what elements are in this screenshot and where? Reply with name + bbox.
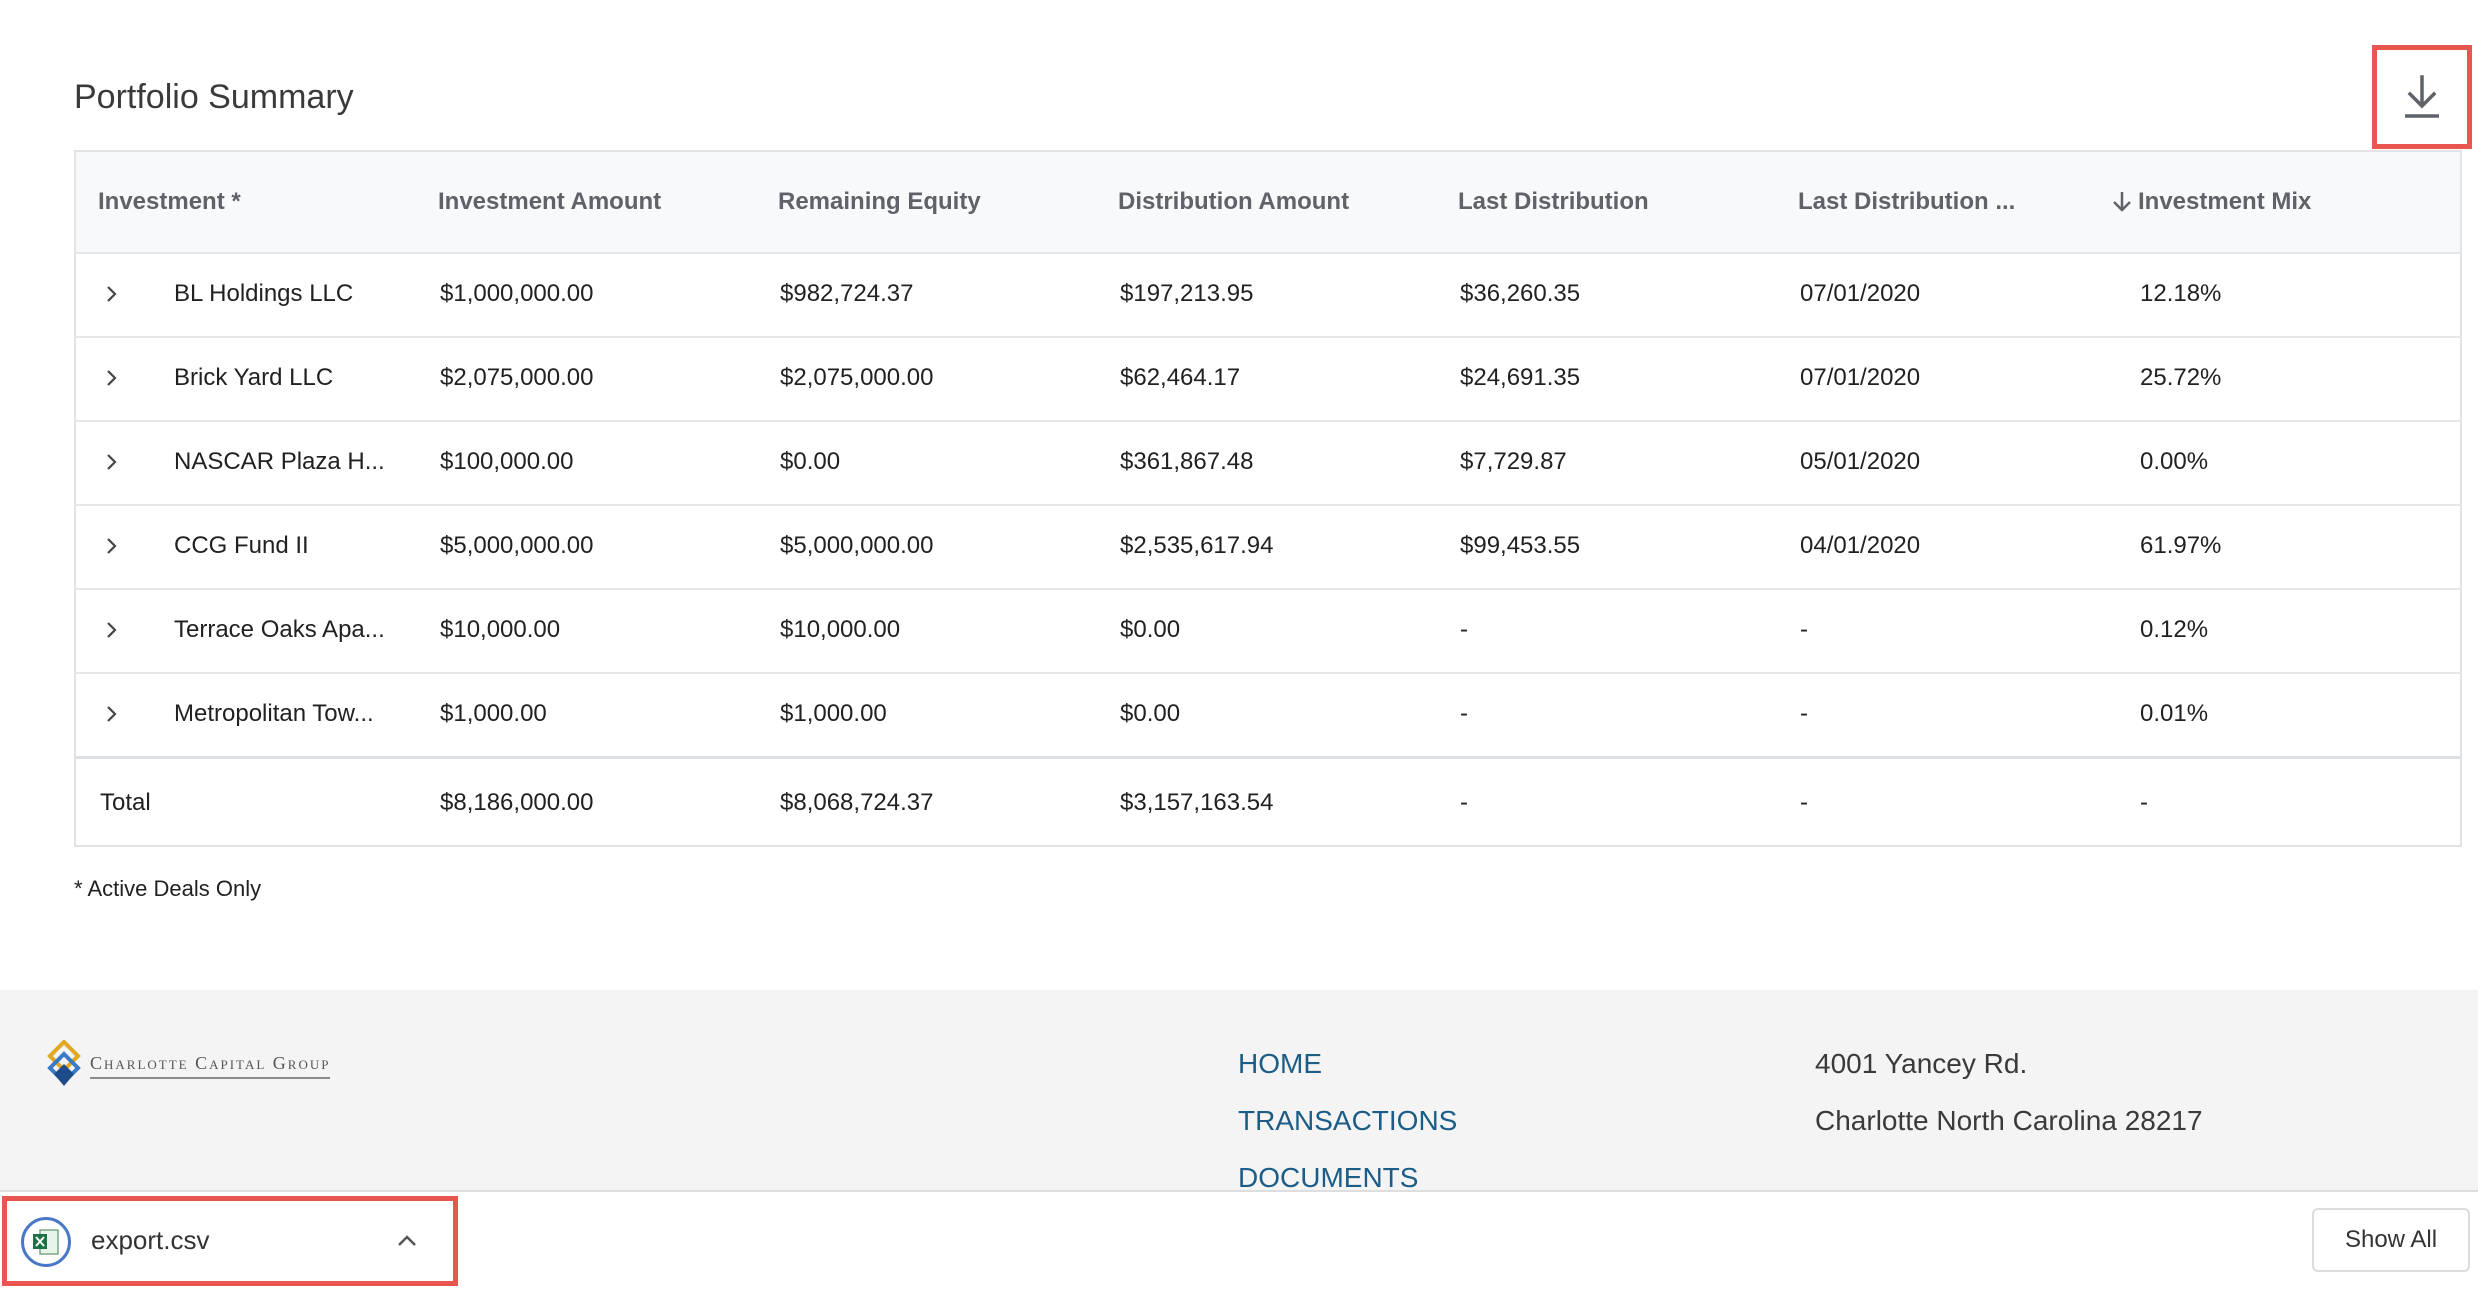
investment-mix: 0.00% [2140,448,2209,475]
distribution-amount: $0.00 [1120,616,1181,643]
investment-amount: $2,075,000.00 [440,364,594,391]
footnote: * Active Deals Only [74,876,262,901]
investment-amount: $10,000.00 [440,616,561,643]
chevron-right-icon [107,538,117,554]
address-line-1: 4001 Yancey Rd. [1815,1048,2028,1079]
chevron-right-icon [107,622,117,638]
investment-amount: $100,000.00 [440,448,574,475]
remaining-equity: $5,000,000.00 [780,532,934,559]
footer-link-home[interactable]: HOME [1238,1048,1322,1079]
remaining-equity: $2,075,000.00 [780,364,934,391]
footer: Charlotte Capital Group HOME TRANSACTION… [0,990,2478,1193]
investment-amount: $1,000,000.00 [440,280,594,307]
total-row: Total $8,186,000.00 $8,068,724.37 $3,157… [76,756,2460,847]
investment-mix: 12.18% [2140,280,2222,307]
download-highlight-box [2372,45,2472,149]
company-logo[interactable]: Charlotte Capital Group [44,1040,331,1092]
last-distribution-date: 07/01/2020 [1800,364,1921,391]
total-last-distribution-date: - [1800,789,1808,816]
investment-name: Terrace Oaks Apa... [174,616,385,643]
last-distribution: - [1460,700,1468,727]
table-row[interactable]: Terrace Oaks Apa... $10,000.00 $10,000.0… [76,588,2460,674]
last-distribution-date: - [1800,700,1808,727]
last-distribution-date: 04/01/2020 [1800,532,1921,559]
excel-file-icon [21,1217,71,1267]
total-investment-amount: $8,186,000.00 [440,789,594,816]
chevron-right-icon [107,286,117,302]
last-distribution-date: 07/01/2020 [1800,280,1921,307]
last-distribution-date: - [1800,616,1808,643]
investment-amount: $1,000.00 [440,700,547,727]
total-investment-mix: - [2140,789,2148,816]
chevron-right-icon [107,706,117,722]
footer-link-documents[interactable]: DOCUMENTS [1238,1162,1419,1193]
expand-row-button[interactable] [104,252,120,336]
download-icon [2405,75,2439,118]
distribution-amount: $0.00 [1120,700,1181,727]
diamond-logo-icon [47,1040,81,1086]
expand-row-button[interactable] [104,504,120,588]
investment-name: Brick Yard LLC [174,364,334,391]
expand-row-button[interactable] [104,588,120,672]
chevron-right-icon [107,370,117,386]
footer-link-transactions[interactable]: TRANSACTIONS [1238,1105,1458,1136]
chevron-right-icon [107,454,117,470]
investment-mix: 0.12% [2140,616,2209,643]
distribution-amount: $2,535,617.94 [1120,532,1274,559]
chevron-up-icon[interactable] [387,1221,427,1261]
distribution-amount: $62,464.17 [1120,364,1241,391]
investment-amount: $5,000,000.00 [440,532,594,559]
page-title: Portfolio Summary [74,78,354,116]
show-all-button[interactable]: Show All [2312,1208,2470,1272]
header-distribution-amount[interactable]: Distribution Amount [1118,188,1350,215]
total-label: Total [100,789,151,816]
table-row[interactable]: CCG Fund II $5,000,000.00 $5,000,000.00 … [76,504,2460,590]
last-distribution: $36,260.35 [1460,280,1581,307]
investment-name: CCG Fund II [174,532,309,559]
total-remaining-equity: $8,068,724.37 [780,789,934,816]
logo-text: Charlotte Capital Group [90,1053,331,1079]
download-file-name: export.csv [91,1225,210,1255]
header-investment[interactable]: Investment * [98,188,241,215]
portfolio-table: Investment * Investment Amount Remaining… [74,150,2462,847]
download-item[interactable]: export.csv [2,1196,458,1286]
investment-name: BL Holdings LLC [174,280,354,307]
last-distribution: - [1460,616,1468,643]
total-distribution-amount: $3,157,163.54 [1120,789,1274,816]
distribution-amount: $197,213.95 [1120,280,1254,307]
investment-mix: 61.97% [2140,532,2222,559]
investment-name: NASCAR Plaza H... [174,448,385,475]
header-last-distribution-date[interactable]: Last Distribution ... [1798,188,2016,215]
last-distribution-date: 05/01/2020 [1800,448,1921,475]
investment-mix: 0.01% [2140,700,2209,727]
last-distribution: $24,691.35 [1460,364,1581,391]
remaining-equity: $1,000.00 [780,700,887,727]
table-row[interactable]: Brick Yard LLC $2,075,000.00 $2,075,000.… [76,336,2460,422]
distribution-amount: $361,867.48 [1120,448,1254,475]
remaining-equity: $982,724.37 [780,280,914,307]
total-last-distribution: - [1460,789,1468,816]
table-row[interactable]: Metropolitan Tow... $1,000.00 $1,000.00 … [76,672,2460,756]
expand-row-button[interactable] [104,420,120,504]
expand-row-button[interactable] [104,336,120,420]
header-last-distribution[interactable]: Last Distribution [1458,188,1649,215]
download-button[interactable] [2392,67,2452,127]
table-header: Investment * Investment Amount Remaining… [76,152,2460,254]
table-row[interactable]: BL Holdings LLC $1,000,000.00 $982,724.3… [76,252,2460,338]
remaining-equity: $0.00 [780,448,841,475]
address-line-2: Charlotte North Carolina 28217 [1815,1105,2203,1136]
expand-row-button[interactable] [104,672,120,756]
table-row[interactable]: NASCAR Plaza H... $100,000.00 $0.00 $361… [76,420,2460,506]
investment-name: Metropolitan Tow... [174,700,374,727]
header-remaining-equity[interactable]: Remaining Equity [778,188,981,215]
arrow-down-icon[interactable] [2108,188,2136,216]
investment-mix: 25.72% [2140,364,2222,391]
header-investment-amount[interactable]: Investment Amount [438,188,662,215]
last-distribution: $99,453.55 [1460,532,1581,559]
last-distribution: $7,729.87 [1460,448,1567,475]
header-investment-mix[interactable]: Investment Mix [2138,188,2312,215]
remaining-equity: $10,000.00 [780,616,901,643]
